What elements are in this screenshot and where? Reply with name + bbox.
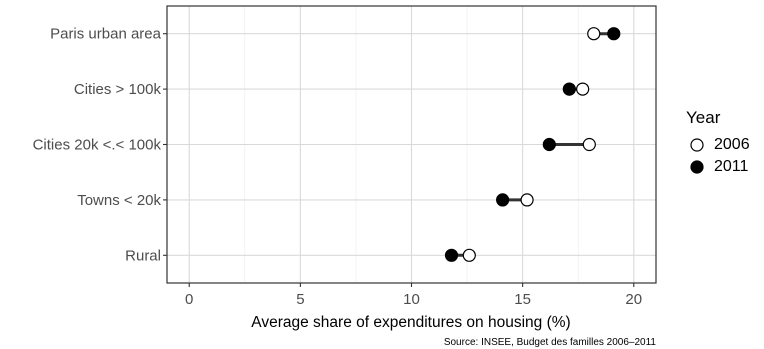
x-axis-title: Average share of expenditures on housing…	[251, 314, 570, 331]
point-2006	[582, 137, 596, 152]
legend-title: Year	[686, 108, 721, 127]
grid-lines	[167, 6, 656, 283]
x-tick-label: 15	[514, 291, 531, 308]
filled-circle-icon	[690, 160, 704, 174]
legend-label-2011: 2011	[714, 158, 749, 175]
y-axis: Paris urban area Cities > 100k Cities 20k …	[33, 26, 167, 264]
point-2011	[496, 193, 510, 207]
point-2006	[520, 193, 534, 207]
y-tick-label: Paris urban area	[50, 26, 162, 43]
x-tick-label: 0	[185, 291, 193, 308]
x-tick-label: 5	[296, 291, 304, 308]
x-axis: 0 5 10 15 20	[185, 283, 642, 308]
legend-item-2011: 2011	[686, 156, 762, 178]
point-2011	[444, 248, 459, 262]
point-2006	[587, 27, 601, 41]
open-circle-icon	[690, 138, 704, 152]
legend-label-2006: 2006	[714, 136, 750, 153]
legend-item-2006: 2006	[686, 134, 762, 156]
point-2006	[462, 248, 476, 262]
x-tick-label: 10	[403, 291, 420, 308]
point-2006	[576, 82, 590, 96]
y-tick-label: Rural	[125, 247, 161, 264]
point-2011	[607, 27, 621, 41]
source-caption: Source: INSEE, Budget des familles 2006–…	[444, 337, 657, 348]
point-2011	[542, 137, 556, 152]
data-points	[444, 27, 621, 262]
legend: Year 2006 2011	[686, 108, 762, 178]
y-tick-label: Cities 20k <.< 100k	[33, 137, 162, 154]
y-tick-label: Towns < 20k	[77, 192, 161, 209]
y-tick-label: Cities > 100k	[74, 81, 162, 98]
x-tick-label: 20	[625, 291, 642, 308]
point-2011	[562, 82, 576, 96]
